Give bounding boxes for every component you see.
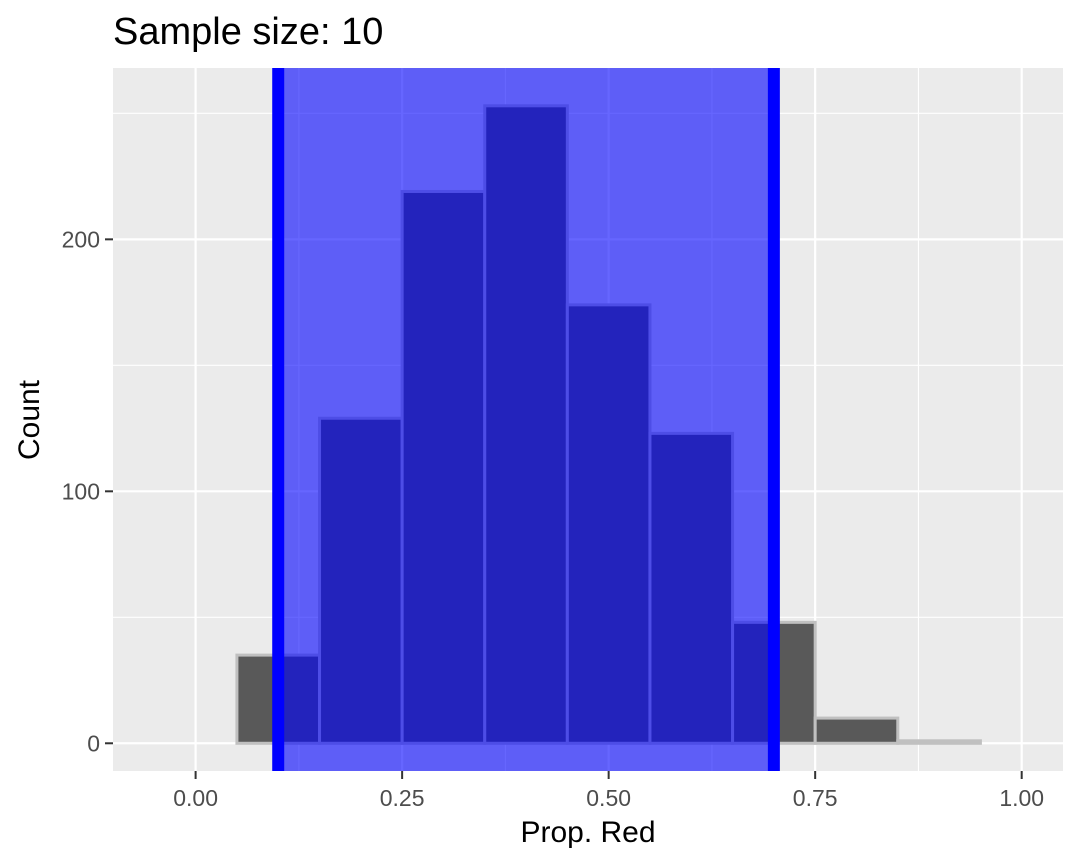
y-axis-title: Count bbox=[13, 379, 46, 460]
histogram-bar bbox=[896, 739, 982, 745]
y-tick-label: 100 bbox=[62, 478, 100, 504]
x-tick-label: 0.00 bbox=[173, 785, 218, 811]
histogram-bar bbox=[813, 716, 900, 745]
y-tick-label: 200 bbox=[62, 226, 100, 252]
x-axis-title: Prop. Red bbox=[520, 816, 655, 849]
x-tick-label: 0.25 bbox=[380, 785, 425, 811]
interval-shading bbox=[278, 68, 774, 771]
x-tick-label: 0.75 bbox=[793, 785, 838, 811]
x-tick-label: 1.00 bbox=[999, 785, 1044, 811]
y-tick-label: 0 bbox=[87, 730, 100, 756]
chart-title: Sample size: 10 bbox=[113, 11, 383, 53]
x-tick-label: 0.50 bbox=[586, 785, 631, 811]
